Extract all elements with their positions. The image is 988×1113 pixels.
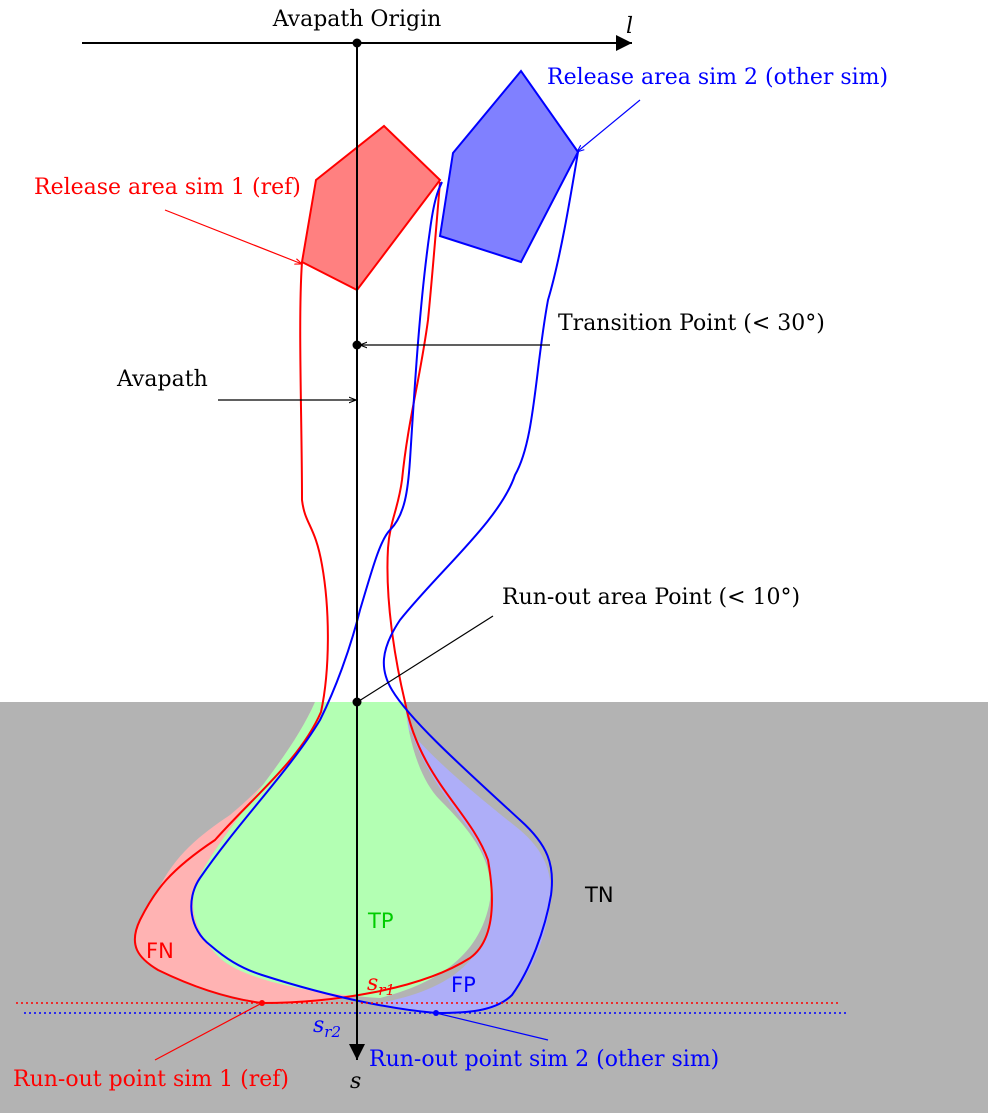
tp-region [193, 702, 491, 998]
sim2-outline [190, 151, 579, 1015]
release-area-sim1 [300, 124, 442, 292]
runout-sim1-label: Run-out point sim 1 (ref) [13, 1067, 289, 1092]
s-r2-label: sr2 [313, 1013, 341, 1041]
release-sim2-label: Release area sim 2 (other sim) [547, 65, 888, 90]
runout-area-point-arrow [358, 615, 494, 702]
tn-label: TN [584, 883, 614, 907]
runout-sim2-label: Run-out point sim 2 (other sim) [369, 1047, 719, 1072]
transition-point-marker [352, 340, 362, 350]
runout-area-point-label: Run-out area Point (< 10°) [502, 585, 800, 610]
sim1-outline [133, 181, 493, 1005]
l-axis-label: l [626, 14, 633, 39]
fn-region [136, 702, 360, 1004]
runout-sim1-arrow [154, 1002, 263, 1061]
runout-area-point-marker [352, 697, 362, 707]
release-sim2-arrow [577, 99, 641, 152]
avapath-label: Avapath [116, 367, 208, 392]
origin-label: Avapath Origin [272, 7, 442, 32]
transition-point-label: Transition Point (< 30°) [558, 311, 825, 336]
release-sim1-label: Release area sim 1 (ref) [34, 175, 301, 200]
fn-label: FN [146, 939, 174, 963]
origin-point [352, 38, 362, 48]
runout-sim2-arrow [435, 1012, 549, 1041]
s-axis-label: s [350, 1069, 361, 1094]
s-r1-label: sr1 [367, 971, 395, 999]
fp-region [380, 702, 551, 1014]
tp-label: TP [367, 909, 394, 933]
fp-label: FP [451, 973, 476, 997]
release-area-sim2 [438, 69, 580, 264]
release-sim1-arrow [164, 209, 302, 264]
